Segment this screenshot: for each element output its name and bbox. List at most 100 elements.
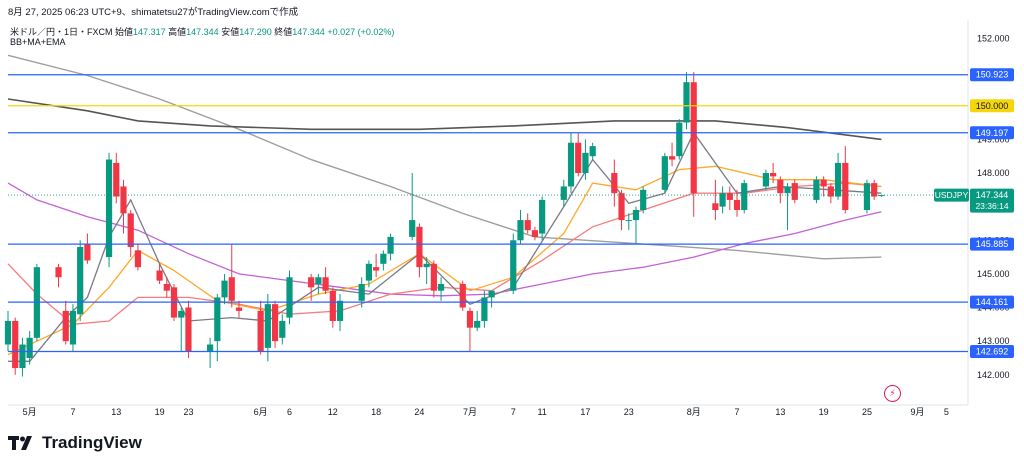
time-tick-label: 7: [70, 407, 75, 417]
candle-body: [567, 142, 575, 187]
level-tag-label: 142.692: [976, 347, 1009, 357]
candle-body: [618, 193, 625, 221]
candle: [365, 260, 373, 288]
candle-body: [322, 277, 329, 291]
candle: [510, 233, 517, 295]
horizontal-levels[interactable]: [8, 74, 968, 353]
candle-body: [286, 277, 293, 318]
candle-body: [308, 277, 315, 288]
candle-body: [336, 300, 344, 321]
candle: [77, 240, 84, 321]
time-tick-label: 17: [580, 407, 590, 417]
candle: [264, 294, 271, 362]
candle: [329, 287, 336, 328]
indicator-lines: [7, 54, 882, 362]
candle: [676, 119, 683, 160]
candle: [279, 314, 286, 345]
candle-body: [560, 186, 567, 200]
candle: [863, 179, 871, 214]
candle-body: [632, 210, 640, 221]
candle: [820, 176, 827, 197]
candle: [271, 300, 279, 348]
candle: [791, 179, 798, 204]
candle-body: [661, 156, 668, 190]
candle-body: [214, 297, 221, 342]
legend-symbol[interactable]: 米ドル／円・1日・FXCM: [10, 27, 113, 37]
brand-name: TradingView: [42, 433, 142, 452]
candle: [661, 152, 668, 194]
candle: [214, 294, 221, 362]
candle: [474, 310, 481, 332]
legend-high: 147.344: [186, 27, 219, 37]
level-tag-background: [970, 126, 1014, 140]
candle: [185, 300, 192, 358]
candle-body: [120, 186, 127, 214]
candle-body: [163, 283, 170, 291]
time-tick-label: 9月: [910, 407, 924, 417]
candle: [156, 263, 163, 284]
time-tick-label: 8月: [687, 407, 701, 417]
indicator-line: [7, 54, 882, 260]
price-tags: 150.923 150.000 149.197 145.885 144.161 142.6…: [934, 68, 1014, 359]
candle: [539, 196, 546, 241]
candle: [777, 176, 784, 204]
candle: [113, 152, 120, 204]
candle: [430, 260, 437, 298]
level-price-tag: 149.197: [970, 126, 1014, 140]
candle-body: [683, 82, 690, 123]
candle-body: [539, 199, 546, 234]
candle: [380, 250, 387, 271]
candle-body: [228, 277, 235, 301]
tradingview-logo[interactable]: TradingView: [8, 433, 142, 453]
candle: [770, 162, 777, 184]
candle: [26, 331, 33, 365]
candle-body: [668, 156, 676, 160]
candle: [286, 270, 293, 325]
level-tag-label: 150.923: [976, 70, 1009, 80]
candle: [719, 186, 726, 214]
candle: [221, 273, 228, 305]
candle: [827, 183, 834, 204]
candle-body: [820, 179, 827, 187]
candle-body: [12, 320, 19, 369]
symbol-price-background: [970, 188, 1014, 213]
candle: [207, 337, 214, 369]
level-price-tag: 150.000: [970, 99, 1014, 113]
candle-body: [640, 189, 647, 210]
time-tick-label: 7: [735, 407, 740, 417]
candle: [409, 173, 416, 241]
candle: [567, 132, 575, 194]
flash-icon[interactable]: ⚡: [884, 385, 901, 402]
candle-body: [365, 263, 373, 281]
level-tag-label: 145.885: [976, 239, 1009, 249]
candle-body: [834, 162, 842, 197]
candle: [315, 273, 322, 295]
time-axis[interactable]: 5月 7 13 19 23 6月 6 12 18 24 7月 7 11 17 23 8月 7 13 19 25 9月 5: [23, 407, 949, 417]
candle: [19, 337, 26, 377]
indicator-line: [8, 131, 882, 362]
indicator-legend[interactable]: BB+MA+EMA: [10, 37, 66, 47]
candle-body: [726, 193, 733, 200]
candle: [12, 317, 19, 375]
legend-change: +0.027 (+0.02%): [327, 27, 395, 37]
price-tick-label: 148.000: [977, 168, 1010, 178]
candle: [668, 142, 676, 167]
candle: [62, 300, 69, 345]
candle-body: [712, 203, 719, 210]
level-tag-background: [970, 99, 1014, 113]
candle-body: [55, 267, 62, 278]
time-tick-label: 12: [328, 407, 338, 417]
candle: [741, 179, 748, 214]
candle-body: [466, 310, 474, 328]
candle-body: [589, 146, 596, 157]
candle: [423, 257, 430, 284]
candle-body: [416, 226, 423, 268]
candle-body: [827, 186, 834, 197]
candle-body: [178, 310, 185, 318]
candle: [69, 304, 77, 352]
price-tick-label: 149.000: [977, 134, 1010, 144]
candle: [842, 146, 849, 214]
candle: [481, 290, 488, 328]
